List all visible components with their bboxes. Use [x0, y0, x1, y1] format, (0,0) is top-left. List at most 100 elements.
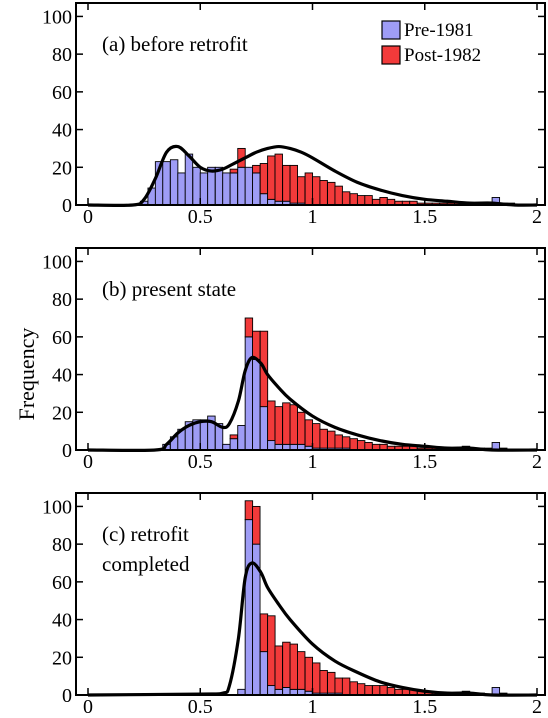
bar-pre1981: [222, 172, 231, 206]
bar-pre1981: [207, 166, 216, 206]
bar-post1982: [334, 434, 343, 449]
bar-post1982: [282, 402, 291, 445]
x-tick-label: 0.5: [188, 206, 213, 228]
x-tick-label: 1: [308, 696, 318, 718]
bar-post1982: [297, 176, 306, 204]
panel-2: 0 20 40 60 80 100 0 0.5 1 1.5 2 (b) present state: [42, 247, 546, 473]
bar-post1982: [334, 677, 343, 694]
bar-post1982: [304, 172, 314, 206]
bar-post1982: [341, 677, 351, 696]
bar-post1982: [252, 330, 261, 360]
bar-post1982: [327, 181, 336, 206]
y-axis-label: Frequency: [14, 328, 39, 421]
x-tick-label: 1.5: [412, 696, 437, 718]
panel-3: 0 20 40 60 80 100 0 0.5 1 1.5 2 (c) retrofit complet…: [42, 492, 546, 718]
x-tick-label: 2: [532, 451, 542, 473]
bar-pre1981: [267, 440, 276, 451]
panel-label: (b) present state: [102, 277, 236, 301]
x-tick-label: 2: [532, 206, 542, 228]
bar-pre1981: [244, 166, 254, 206]
legend-swatch: [381, 20, 401, 40]
bar-post1982: [274, 645, 283, 690]
x-tick-label: 0: [83, 206, 93, 228]
bar-post1982: [349, 193, 358, 206]
bar-post1982: [304, 656, 314, 692]
y-tick-label: 80: [52, 289, 72, 311]
bar-pre1981: [237, 166, 246, 206]
y-tick-label: 0: [62, 195, 72, 217]
bar-post1982: [341, 436, 351, 449]
y-tick-label: 100: [42, 251, 72, 273]
y-tick-label: 40: [52, 610, 72, 632]
bar-pre1981: [259, 406, 269, 451]
x-tick-label: 1: [308, 451, 318, 473]
x-tick-label: 2: [532, 696, 542, 718]
bar-post1982: [244, 317, 254, 338]
bar-post1982: [379, 197, 388, 206]
bar-post1982: [297, 411, 306, 445]
bar-post1982: [259, 163, 269, 195]
x-tick-label: 1: [308, 206, 318, 228]
x-tick-label: 0.5: [188, 451, 213, 473]
bar-post1982: [319, 428, 328, 449]
y-tick-label: 60: [52, 82, 72, 104]
y-tick-label: 0: [62, 685, 72, 707]
y-tick-label: 60: [52, 327, 72, 349]
bar-post1982: [267, 615, 276, 687]
bar-post1982: [356, 440, 366, 451]
x-tick-label: 0.5: [188, 696, 213, 718]
fit-curve: [87, 355, 538, 453]
bar-pre1981: [199, 172, 209, 206]
bar-post1982: [229, 434, 239, 440]
y-tick-label: 20: [52, 157, 72, 179]
y-tick-label: 80: [52, 534, 72, 556]
bar-post1982: [252, 505, 261, 545]
bar-pre1981: [237, 425, 246, 451]
bar-pre1981: [229, 438, 239, 451]
bar-pre1981: [267, 685, 276, 696]
bar-post1982: [386, 687, 396, 696]
axes-frame: [75, 2, 546, 206]
bar-post1982: [349, 681, 358, 696]
bar-pre1981: [229, 172, 239, 206]
bar-pre1981: [244, 336, 254, 451]
bar-post1982: [364, 685, 373, 696]
bar-pre1981: [214, 166, 224, 206]
bar-post1982: [282, 164, 291, 202]
y-tick-label: 40: [52, 120, 72, 142]
bar-post1982: [259, 613, 269, 653]
panel-label: completed: [102, 552, 190, 576]
axes-frame: [75, 247, 546, 451]
bar-pre1981: [259, 651, 269, 696]
bar-post1982: [334, 185, 343, 206]
bar-pre1981: [252, 172, 261, 206]
bar-post1982: [274, 406, 283, 445]
bar-post1982: [319, 670, 328, 694]
axes-frame: [75, 492, 546, 696]
y-tick-label: 100: [42, 496, 72, 518]
bar-post1982: [312, 662, 321, 694]
bar-pre1981: [259, 193, 269, 206]
bar-post1982: [364, 195, 373, 206]
fit-curve: [87, 561, 538, 697]
bar-pre1981: [169, 159, 179, 206]
legend-swatch: [381, 45, 401, 65]
bar-post1982: [341, 191, 351, 206]
bar-pre1981: [199, 419, 209, 451]
bar-pre1981: [282, 687, 291, 696]
y-tick-label: 40: [52, 365, 72, 387]
panel-label: (a) before retrofit: [102, 32, 248, 56]
bar-post1982: [274, 153, 283, 202]
x-tick-label: 1.5: [412, 451, 437, 473]
legend-label: Pre-1981: [404, 20, 474, 41]
y-tick-label: 80: [52, 44, 72, 66]
bar-post1982: [349, 438, 358, 451]
bar-post1982: [267, 155, 276, 200]
y-tick-label: 20: [52, 647, 72, 669]
x-tick-label: 1.5: [412, 206, 437, 228]
y-tick-label: 60: [52, 572, 72, 594]
bar-pre1981: [177, 172, 186, 206]
bar-pre1981: [252, 359, 261, 451]
